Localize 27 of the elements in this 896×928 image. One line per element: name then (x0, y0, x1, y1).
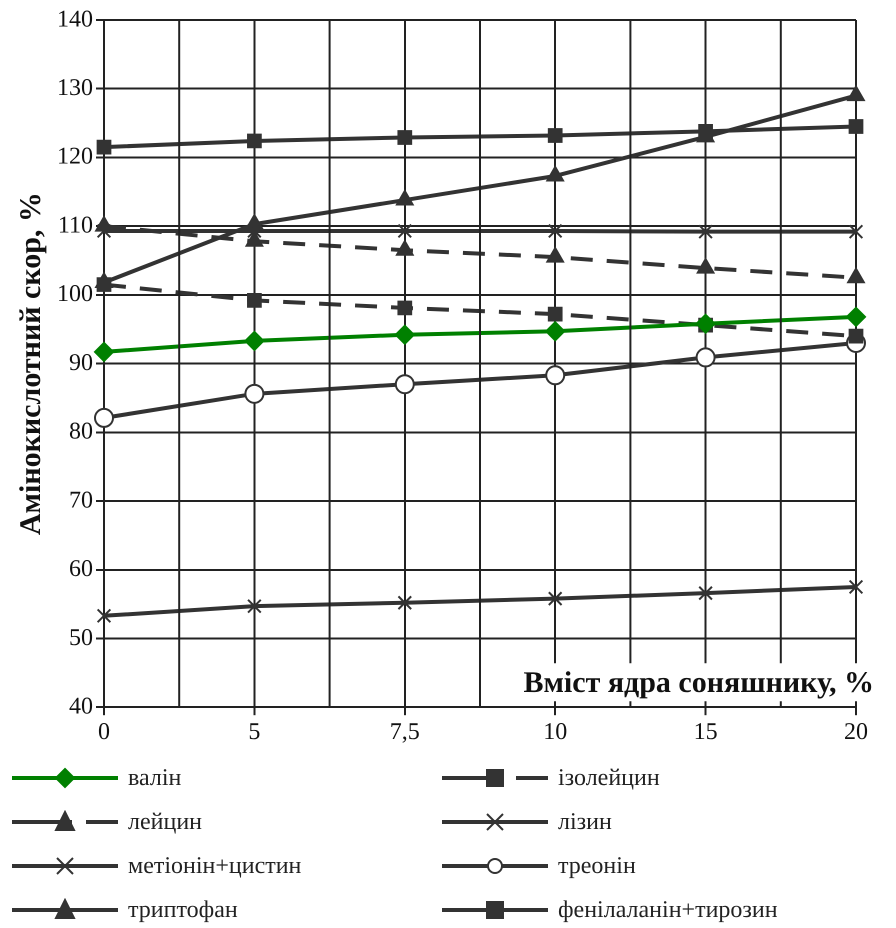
y-tick-label: 110 (58, 212, 93, 238)
x-tick-label: 10 (543, 718, 568, 745)
legend-label: лізин (558, 808, 612, 836)
legend-label: валін (128, 764, 182, 792)
legend-label: треонін (558, 852, 636, 880)
y-tick-label: 120 (57, 144, 93, 170)
y-tick-label: 130 (57, 75, 93, 102)
x-tick-label: 15 (694, 718, 718, 745)
y-tick-label: 40 (69, 693, 93, 720)
y-tick-label: 90 (69, 350, 93, 376)
y-tick-label: 140 (57, 6, 93, 32)
x-tick-label: 7,5 (390, 718, 420, 745)
legend-label: метіонін+цистин (128, 852, 302, 880)
x-axis-title: Вміст ядра соняшнику, % (523, 666, 874, 699)
x-tick-label: 5 (248, 718, 260, 745)
legend-label: триптофан (128, 896, 238, 924)
y-axis-title: Амінокислотний скор, % (14, 192, 47, 536)
y-tick-label: 80 (69, 418, 93, 445)
legend-label: лейцин (128, 808, 202, 836)
x-tick-label: 20 (844, 718, 868, 745)
y-tick-label: 70 (69, 487, 93, 514)
legend-label: ізолейцин (558, 764, 660, 792)
y-tick-label: 60 (69, 556, 93, 582)
legend-label: фенілаланін+тирозин (558, 896, 778, 924)
x-tick-label: 0 (98, 718, 110, 745)
y-tick-label: 50 (69, 624, 93, 651)
y-tick-label: 100 (57, 281, 93, 308)
